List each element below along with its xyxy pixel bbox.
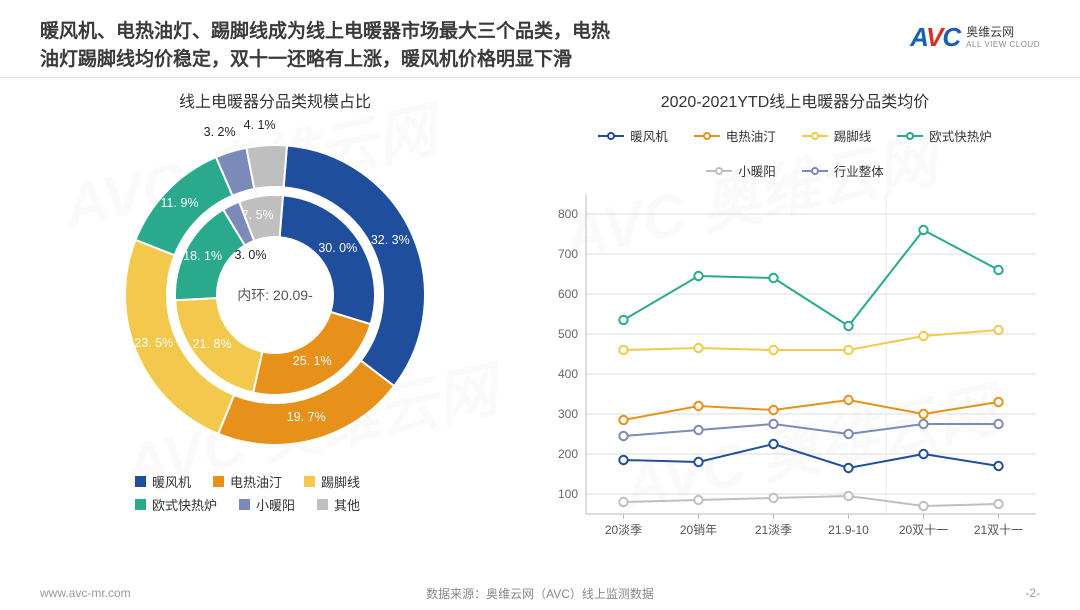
svg-text:600: 600	[558, 287, 578, 301]
legend-item: 其他	[317, 495, 360, 514]
line-chart: 100 200 300 400 500 600 700 800 20淡季 20销年 21淡季 21.9…	[540, 184, 1050, 604]
donut-center-label: 内环: 20.09-	[237, 285, 312, 305]
legend-item: 电热油汀	[694, 126, 776, 145]
donut-legend: 暖风机 电热油汀 踢脚线欧式快热炉 小暖阳 其他	[105, 472, 445, 518]
legend-item: 欧式快热炉	[897, 126, 992, 145]
svg-text:100: 100	[558, 487, 578, 501]
legend-item: 小暖阳	[706, 161, 776, 180]
donut-chart: 内环: 20.09- 32. 3% 19. 7% 23. 5% 11. 9% 3. 2%…	[65, 120, 485, 500]
svg-text:200: 200	[558, 447, 578, 461]
brand-cn: 奥维云网	[966, 26, 1040, 39]
svg-text:20双十一: 20双十一	[899, 523, 948, 537]
legend-item: 行业整体	[802, 161, 884, 180]
title-line-1: 暖风机、电热油灯、踢脚线成为线上电暖器市场最大三个品类，电热	[40, 18, 610, 46]
svg-text:500: 500	[558, 327, 578, 341]
page-title: 暖风机、电热油灯、踢脚线成为线上电暖器市场最大三个品类，电热 油灯踢脚线均价稳定…	[40, 18, 610, 73]
header: 暖风机、电热油灯、踢脚线成为线上电暖器市场最大三个品类，电热 油灯踢脚线均价稳定…	[0, 0, 1080, 78]
svg-text:800: 800	[558, 207, 578, 221]
donut-slice-label: 23. 5%	[134, 336, 173, 350]
brand-en: ALL VIEW CLOUD	[966, 40, 1040, 49]
brand-mark: AVC	[910, 22, 960, 53]
donut-slice-label: 18. 1%	[183, 249, 222, 263]
svg-text:20淡季: 20淡季	[605, 523, 642, 537]
svg-text:20销年: 20销年	[680, 523, 717, 537]
svg-text:21双十一: 21双十一	[974, 523, 1023, 537]
donut-slice-label: 3. 2%	[204, 125, 236, 139]
donut-slice-label: 11. 9%	[161, 196, 199, 210]
footer-source: 数据来源：奥维云网（AVC）线上监测数据	[426, 585, 654, 602]
legend-item: 欧式快热炉	[135, 495, 217, 514]
footer: www.avc-mr.com 数据来源：奥维云网（AVC）线上监测数据 -2-	[0, 586, 1080, 600]
donut-slice-label: 19. 7%	[287, 410, 326, 424]
legend-item: 电热油汀	[213, 472, 282, 491]
line-title: 2020-2021YTD线上电暖器分品类均价	[661, 88, 930, 112]
svg-text:21.9-10: 21.9-10	[828, 523, 869, 537]
donut-title: 线上电暖器分品类规模占比	[179, 88, 371, 112]
svg-text:21淡季: 21淡季	[755, 523, 792, 537]
donut-slice-label: 32. 3%	[371, 233, 410, 247]
title-line-2: 油灯踢脚线均价稳定，双十一还略有上涨，暖风机价格明显下滑	[40, 46, 610, 74]
donut-slice-label: 4. 1%	[244, 118, 276, 132]
svg-text:400: 400	[558, 367, 578, 381]
donut-slice-label: 25. 1%	[293, 354, 332, 368]
donut-slice-label: 21. 8%	[193, 337, 232, 351]
svg-text:700: 700	[558, 247, 578, 261]
legend-item: 踢脚线	[802, 126, 872, 145]
line-legend: 暖风机 电热油汀 踢脚线 欧式快热炉小暖阳 行业整体	[540, 126, 1050, 180]
footer-url: www.avc-mr.com	[40, 586, 131, 600]
legend-item: 小暖阳	[239, 495, 295, 514]
line-panel: 2020-2021YTD线上电暖器分品类均价 暖风机 电热油汀 踢脚线 欧式快热炉小暖…	[540, 88, 1050, 604]
brand-logo: AVC 奥维云网 ALL VIEW CLOUD	[910, 22, 1040, 53]
donut-slice-label: 7. 5%	[242, 208, 274, 222]
donut-slice-label: 3. 0%	[235, 248, 267, 262]
legend-item: 踢脚线	[304, 472, 360, 491]
legend-item: 暖风机	[135, 472, 191, 491]
legend-item: 暖风机	[598, 126, 668, 145]
donut-panel: 线上电暖器分品类规模占比 内环: 20.09- 32. 3% 19. 7% 23. …	[30, 88, 520, 604]
svg-text:300: 300	[558, 407, 578, 421]
footer-page: -2-	[1025, 586, 1040, 600]
donut-slice-label: 30. 0%	[318, 241, 357, 255]
